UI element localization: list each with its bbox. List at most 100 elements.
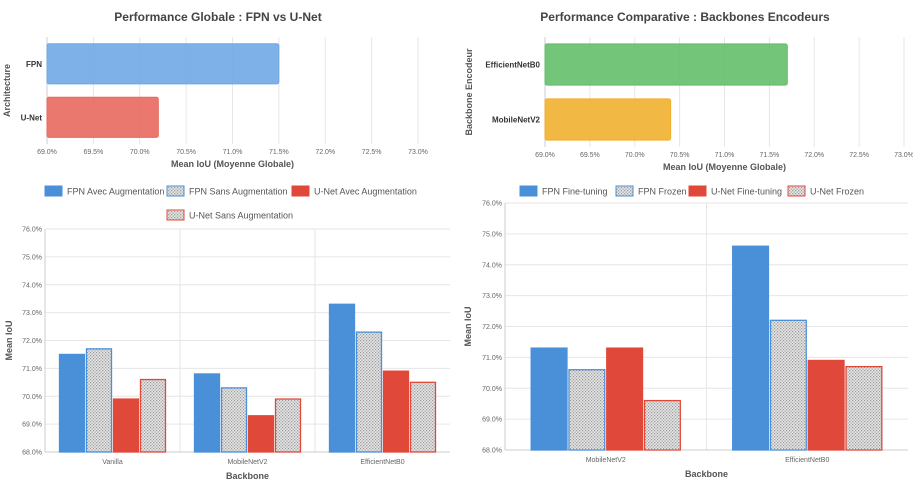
y-axis-label: Mean IoU bbox=[463, 306, 473, 346]
y-tick-label: 74.0% bbox=[22, 282, 42, 289]
chart-backbones-svg: Performance Comparative : Backbones Enco… bbox=[464, 10, 913, 172]
y-tick-label: 75.0% bbox=[482, 231, 502, 238]
x-tick-label: 70.5% bbox=[670, 152, 690, 159]
chart-backbones: Performance Comparative : Backbones Enco… bbox=[456, 0, 913, 175]
legend-label-u-net-fine-tuning: U-Net Fine-tuning bbox=[711, 187, 782, 197]
legend-swatch-fpn-frozen bbox=[615, 185, 634, 197]
legend-swatch-u-net-avec-augmentation bbox=[291, 185, 310, 197]
x-axis-label: Mean IoU (Moyenne Globale) bbox=[663, 162, 786, 172]
legend-label-fpn-frozen: FPN Frozen bbox=[638, 187, 687, 197]
y-axis-label: Backbone Encodeur bbox=[464, 48, 474, 136]
bar-fpn-sans-augmentation-efficientnetb0 bbox=[355, 331, 383, 453]
x-tick-label: EfficientNetB0 bbox=[785, 457, 829, 464]
y-tick-label: 72.0% bbox=[482, 324, 502, 331]
y-axis-label: Architecture bbox=[2, 64, 12, 117]
y-tick-label: 74.0% bbox=[482, 262, 502, 269]
bar-fpn-fine-tuning-efficientnetb0 bbox=[732, 245, 770, 451]
legend-swatch-fpn-avec-augmentation bbox=[44, 185, 63, 197]
bar-fpn-frozen-efficientnetb0 bbox=[769, 319, 807, 451]
bar-fpn-sans-augmentation-vanilla bbox=[85, 348, 113, 453]
chart-title: Performance Comparative : Backbones Enco… bbox=[540, 10, 830, 24]
chart-fpn-vs-unet-svg: Performance Globale : FPN vs U-Net 69.0% 6… bbox=[2, 10, 428, 169]
category-label: MobileNetV2 bbox=[492, 116, 541, 125]
x-tick-label: 70.5% bbox=[176, 149, 196, 156]
legend-swatch-u-net-fine-tuning bbox=[688, 185, 707, 197]
x-tick-label: 69.0% bbox=[535, 152, 555, 159]
bar-u-net-avec-augmentation-mobilenetv2 bbox=[247, 415, 275, 453]
y-tick-label: 73.0% bbox=[482, 293, 502, 300]
bar-u-net-frozen-efficientnetb0 bbox=[845, 365, 883, 451]
legend-label-fpn-avec-augmentation: FPN Avec Augmentation bbox=[67, 187, 164, 197]
y-tick-label: 70.0% bbox=[482, 386, 502, 393]
category-label: U-Net bbox=[21, 113, 43, 122]
legend-label-fpn-fine-tuning: FPN Fine-tuning bbox=[542, 187, 608, 197]
x-axis-label: Backbone bbox=[226, 471, 269, 481]
chart-finetuning: FPN Fine-tuning FPN Frozen U-Net Fine-tuni… bbox=[456, 178, 913, 488]
bar-fpn-fine-tuning-mobilenetv2 bbox=[530, 347, 568, 451]
x-tick-label: Vanilla bbox=[102, 459, 123, 466]
bar-efficientnetb0 bbox=[544, 43, 788, 86]
category-label: EfficientNetB0 bbox=[485, 61, 540, 70]
y-tick-label: 68.0% bbox=[482, 448, 502, 455]
y-tick-label: 76.0% bbox=[22, 227, 42, 234]
legend-swatch-fpn-fine-tuning bbox=[519, 185, 538, 197]
bar-u-net-fine-tuning-efficientnetb0 bbox=[807, 359, 845, 451]
x-tick-label: 72.0% bbox=[804, 152, 824, 159]
x-tick-label: 72.5% bbox=[849, 152, 869, 159]
legend-swatch-u-net-sans-augmentation bbox=[166, 209, 185, 221]
bar-u-net bbox=[46, 96, 159, 138]
y-tick-label: 69.0% bbox=[482, 417, 502, 424]
x-tick-label: MobileNetV2 bbox=[586, 457, 626, 464]
x-tick-label: 69.0% bbox=[37, 149, 57, 156]
chart-augmentation-svg: FPN Avec Augmentation FPN Sans Augmentati… bbox=[4, 185, 450, 481]
x-tick-label: 71.5% bbox=[759, 152, 779, 159]
x-tick-label: 70.0% bbox=[130, 149, 150, 156]
category-label: FPN bbox=[26, 60, 42, 69]
bar-u-net-fine-tuning-mobilenetv2 bbox=[606, 347, 644, 451]
x-tick-label: 72.0% bbox=[315, 149, 335, 156]
x-tick-label: 71.0% bbox=[715, 152, 735, 159]
bar-u-net-frozen-mobilenetv2 bbox=[643, 399, 681, 451]
legend-label-u-net-frozen: U-Net Frozen bbox=[810, 187, 864, 197]
legend-label-u-net-sans-augmentation: U-Net Sans Augmentation bbox=[189, 211, 293, 221]
chart-finetuning-svg: FPN Fine-tuning FPN Frozen U-Net Fine-tuni… bbox=[463, 185, 908, 479]
bar-fpn-sans-augmentation-mobilenetv2 bbox=[220, 387, 248, 453]
legend-swatch-fpn-sans-augmentation bbox=[166, 185, 185, 197]
x-tick-label: 71.5% bbox=[269, 149, 289, 156]
y-tick-label: 69.0% bbox=[22, 422, 42, 429]
chart-augmentation: FPN Avec Augmentation FPN Sans Augmentati… bbox=[0, 178, 450, 488]
bar-fpn bbox=[46, 43, 280, 85]
bar-u-net-avec-augmentation-efficientnetb0 bbox=[382, 370, 410, 453]
bar-fpn-avec-augmentation-vanilla bbox=[58, 353, 86, 453]
x-tick-label: 69.5% bbox=[83, 149, 103, 156]
bar-u-net-avec-augmentation-vanilla bbox=[112, 398, 140, 453]
legend-swatch-u-net-frozen bbox=[787, 185, 806, 197]
chart-fpn-vs-unet: Performance Globale : FPN vs U-Net 69.0% 6… bbox=[0, 0, 450, 175]
y-tick-label: 72.0% bbox=[22, 338, 42, 345]
y-tick-label: 71.0% bbox=[22, 366, 42, 373]
x-tick-label: 70.0% bbox=[625, 152, 645, 159]
bar-fpn-avec-augmentation-mobilenetv2 bbox=[193, 373, 221, 453]
legend-label-fpn-sans-augmentation: FPN Sans Augmentation bbox=[189, 187, 288, 197]
x-tick-label: 72.5% bbox=[362, 149, 382, 156]
x-tick-label: EfficientNetB0 bbox=[360, 459, 404, 466]
y-tick-label: 68.0% bbox=[22, 450, 42, 457]
x-tick-label: 69.5% bbox=[580, 152, 600, 159]
bar-mobilenetv2 bbox=[544, 98, 672, 141]
bar-fpn-avec-augmentation-efficientnetb0 bbox=[328, 303, 356, 453]
bar-fpn-frozen-mobilenetv2 bbox=[568, 369, 606, 451]
x-tick-label: 71.0% bbox=[223, 149, 243, 156]
x-axis-label: Mean IoU (Moyenne Globale) bbox=[171, 159, 294, 169]
x-axis-label: Backbone bbox=[685, 469, 728, 479]
bar-u-net-sans-augmentation-mobilenetv2 bbox=[274, 398, 302, 453]
bar-u-net-sans-augmentation-efficientnetb0 bbox=[409, 381, 437, 453]
y-axis-label: Mean IoU bbox=[4, 320, 14, 360]
x-tick-label: MobileNetV2 bbox=[227, 459, 267, 466]
chart-title: Performance Globale : FPN vs U-Net bbox=[114, 10, 321, 24]
y-tick-label: 71.0% bbox=[482, 355, 502, 362]
x-tick-label: 73.0% bbox=[408, 149, 428, 156]
x-tick-label: 73.0% bbox=[894, 152, 913, 159]
y-tick-label: 76.0% bbox=[482, 201, 502, 208]
legend-label-u-net-avec-augmentation: U-Net Avec Augmentation bbox=[314, 187, 417, 197]
bar-u-net-sans-augmentation-vanilla bbox=[139, 378, 167, 453]
